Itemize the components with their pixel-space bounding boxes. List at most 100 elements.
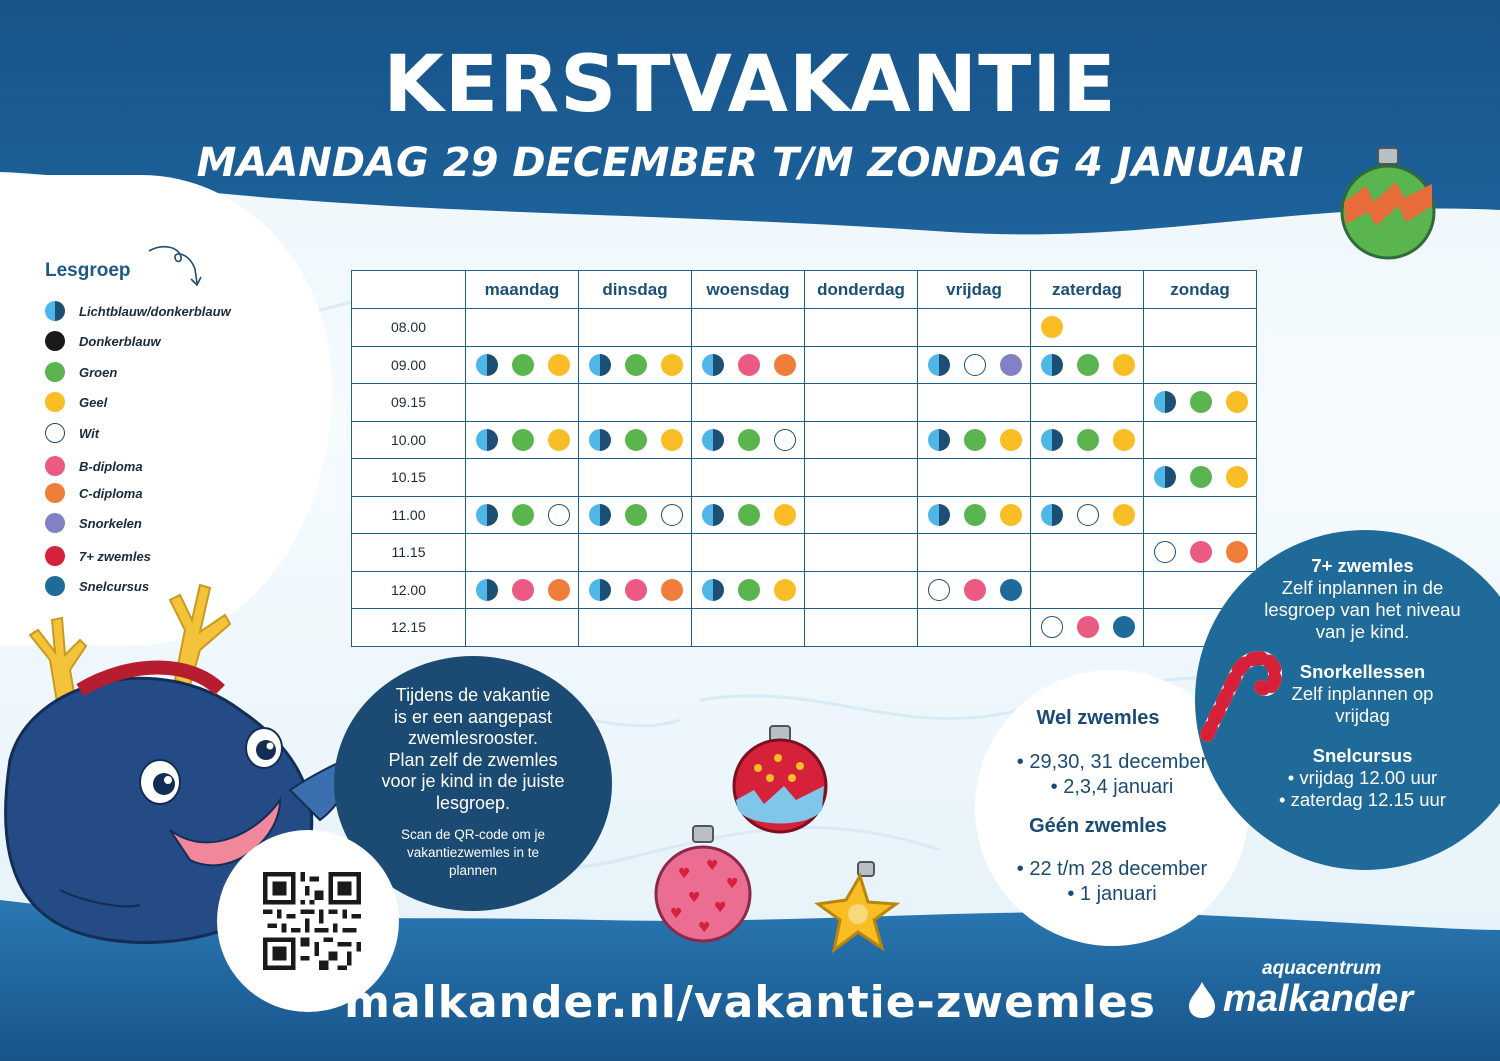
- legend-dot-icon: [45, 423, 65, 443]
- lesgroep-dot-icon: [964, 503, 986, 526]
- lesgroep-dot-icon: [928, 503, 950, 526]
- lesgroep-dot-icon: [1226, 391, 1248, 414]
- lesgroep-dot-icon: [702, 353, 724, 376]
- schedule-cell: [1143, 383, 1257, 422]
- schedule-cell: [917, 570, 1031, 609]
- schedule-cell: [804, 420, 918, 459]
- lesgroep-dot-icon: [1113, 503, 1135, 526]
- legend-label: 7+ zwemles: [79, 548, 151, 564]
- legend-label: Groen: [79, 364, 118, 380]
- schedule-cell: [691, 383, 805, 422]
- brand-small: aquacentrum: [1262, 958, 1382, 979]
- lesgroep-dot-icon: [1077, 428, 1099, 451]
- lesgroep-dot-icon: [548, 578, 570, 601]
- svg-text:♥: ♥: [706, 858, 719, 874]
- schedule-cell: [804, 570, 918, 609]
- lesgroep-dot-icon: [1113, 616, 1135, 639]
- schedule-cell: [465, 533, 579, 572]
- lesgroep-dot-icon: [1041, 428, 1063, 451]
- schedule-cell: [578, 495, 692, 534]
- lesgroep-dot-icon: [625, 353, 647, 376]
- lesgroep-dot-icon: [1226, 541, 1248, 564]
- lesgroep-dot-icon: [738, 578, 760, 601]
- legend-dot-icon: [45, 456, 65, 476]
- schedule-cell: [804, 533, 918, 572]
- seven-plus-line: Zelf inplannen in de: [1281, 577, 1444, 598]
- corner-cell: [351, 270, 466, 309]
- schedule-cell: [1030, 495, 1144, 534]
- lesgroep-dot-icon: [589, 503, 611, 526]
- ornament-green-icon: [1340, 147, 1436, 260]
- legend-item: C-diploma: [45, 481, 143, 505]
- legend-label: Donkerblauw: [79, 333, 161, 349]
- lesgroep-dot-icon: [548, 353, 570, 376]
- svg-text:♥: ♥: [714, 900, 727, 916]
- lesgroep-dot-icon: [1000, 503, 1022, 526]
- lesgroep-dot-icon: [512, 353, 534, 376]
- day-header: woensdag: [691, 270, 805, 309]
- lesgroep-dot-icon: [512, 428, 534, 451]
- day-header: zondag: [1143, 270, 1257, 309]
- lesgroep-dot-icon: [661, 353, 683, 376]
- schedule-cell: [917, 345, 1031, 384]
- schedule-cell: [578, 570, 692, 609]
- no-swim-title: Géén zwemles: [1029, 815, 1167, 837]
- legend-item: Snorkelen: [45, 511, 142, 535]
- legend-dot-icon: [45, 331, 65, 351]
- lesgroep-dot-icon: [1041, 316, 1063, 339]
- lesgroep-dot-icon: [512, 578, 534, 601]
- schedule-cell: [1030, 570, 1144, 609]
- brand-logo: malkander: [1185, 978, 1413, 1021]
- schedule-cell: [465, 570, 579, 609]
- legend-dot-icon: [45, 576, 65, 596]
- vacation-line: Tijdens de vakantie: [395, 685, 551, 705]
- lesgroep-dot-icon: [702, 428, 724, 451]
- lesgroep-dot-icon: [1077, 503, 1099, 526]
- legend-item: B-diploma: [45, 454, 143, 478]
- lesgroep-dot-icon: [625, 428, 647, 451]
- legend-dot-icon: [45, 392, 65, 412]
- lesgroep-dot-icon: [512, 503, 534, 526]
- lesgroep-dot-icon: [1190, 541, 1212, 564]
- snorkel-line: Zelf inplannen op: [1291, 683, 1434, 704]
- schedule-cell: [578, 308, 692, 347]
- page-title: KERSTVAKANTIE: [383, 40, 1117, 130]
- schedule-cell: [1030, 533, 1144, 572]
- schedule-cell: [1143, 533, 1257, 572]
- lesgroep-dot-icon: [964, 353, 986, 376]
- lesgroep-dot-icon: [738, 503, 760, 526]
- schedule-cell: [691, 495, 805, 534]
- schedule-cell: [917, 308, 1031, 347]
- lesgroep-dot-icon: [1113, 353, 1135, 376]
- legend-item: 7+ zwemles: [45, 544, 151, 568]
- lesgroep-dot-icon: [661, 428, 683, 451]
- lesgroep-dot-icon: [774, 578, 796, 601]
- website-url[interactable]: malkander.nl/vakantie-zwemles: [344, 977, 1156, 1028]
- antler-right: [168, 583, 232, 687]
- star-ornament-icon: [814, 861, 900, 954]
- lesgroep-dot-icon: [1154, 541, 1176, 564]
- ornament-red-icon: [732, 725, 828, 834]
- schedule-cell: [917, 420, 1031, 459]
- lesgroep-dot-icon: [928, 578, 950, 601]
- snelcursus-title: Snelcursus: [1312, 745, 1413, 766]
- schedule-row: 10.00: [351, 420, 1257, 459]
- vacation-line: is er een aangepast: [393, 706, 553, 727]
- schedule-cell: [804, 495, 918, 534]
- schedule-cell: [1143, 345, 1257, 384]
- lesgroep-dot-icon: [774, 353, 796, 376]
- legend-label: Geel: [79, 394, 108, 410]
- scan-text: Scan de QR-code om je vakantiezwemles in…: [355, 826, 591, 880]
- time-cell: 10.15: [351, 458, 466, 497]
- schedule-cell: [917, 608, 1031, 647]
- schedule-cell: [917, 495, 1031, 534]
- lesgroep-dot-icon: [589, 353, 611, 376]
- qr-code-icon[interactable]: [263, 872, 361, 970]
- legend-label: Snorkelen: [79, 515, 142, 531]
- vacation-text: Tijdens de vakantie is er een aangepast …: [334, 685, 612, 814]
- vacation-line: voor je kind in de juiste: [381, 771, 565, 791]
- lesgroep-dot-icon: [738, 353, 760, 376]
- time-cell: 12.15: [351, 608, 466, 647]
- day-header: maandag: [465, 270, 579, 309]
